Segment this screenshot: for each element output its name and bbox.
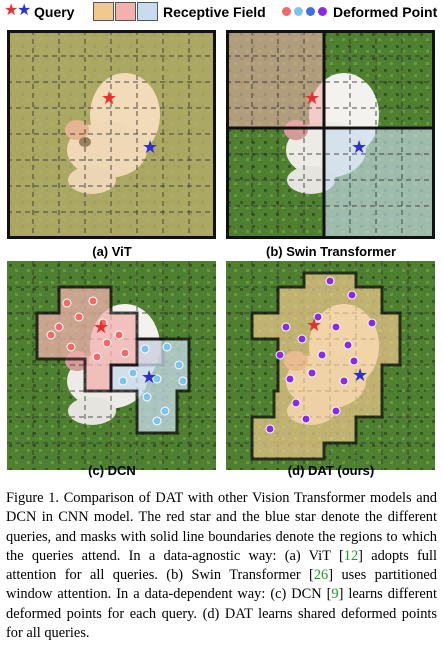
caption-vit: (a) ViT (2, 244, 222, 260)
panel-dat: ★ ★ (226, 261, 435, 470)
light-blue-dot-icon (294, 7, 303, 16)
svg-text:★: ★ (101, 88, 117, 109)
panel-dcn: ★ ★ (7, 261, 216, 470)
legend-pink-square-icon (115, 2, 136, 21)
legend-deformed-label: Deformed Point (333, 3, 437, 21)
caption-dat: (d) DAT (ours) (221, 463, 441, 479)
legend-receptive-label: Receptive Field (163, 3, 266, 21)
caption-dcn: (c) DCN (2, 463, 222, 479)
legend: ★ ★ Query Receptive Field Deformed Point (0, 0, 443, 26)
panel-vit: ★ ★ (7, 30, 216, 239)
caption-swin: (b) Swin Transformer (221, 244, 441, 260)
blue-dot-icon (306, 7, 315, 16)
purple-dot-icon (318, 7, 327, 16)
dat-image: ★ ★ (226, 261, 435, 470)
svg-text:★: ★ (141, 367, 157, 388)
legend-query-label: Query (34, 3, 74, 21)
svg-text:★: ★ (142, 137, 158, 158)
citation-link-9[interactable]: 9 (331, 586, 338, 602)
citation-link-12[interactable]: 12 (344, 548, 358, 564)
red-dot-icon (282, 7, 291, 16)
blue-star-icon: ★ (17, 1, 31, 21)
legend-blue-square-icon (137, 2, 158, 21)
swin-image: ★ ★ (226, 30, 435, 239)
svg-text:★: ★ (304, 88, 320, 109)
legend-orange-square-icon (93, 2, 114, 21)
svg-text:★: ★ (93, 317, 109, 338)
svg-text:★: ★ (352, 365, 368, 386)
svg-text:★: ★ (351, 137, 367, 158)
svg-text:★: ★ (306, 315, 322, 336)
citation-link-26[interactable]: 26 (314, 567, 328, 583)
figure-caption: Figure 1. Comparison of DAT with other V… (6, 489, 437, 643)
panel-swin: ★ ★ (226, 30, 435, 239)
dcn-image: ★ ★ (7, 261, 216, 470)
vit-image: ★ ★ (7, 30, 216, 239)
